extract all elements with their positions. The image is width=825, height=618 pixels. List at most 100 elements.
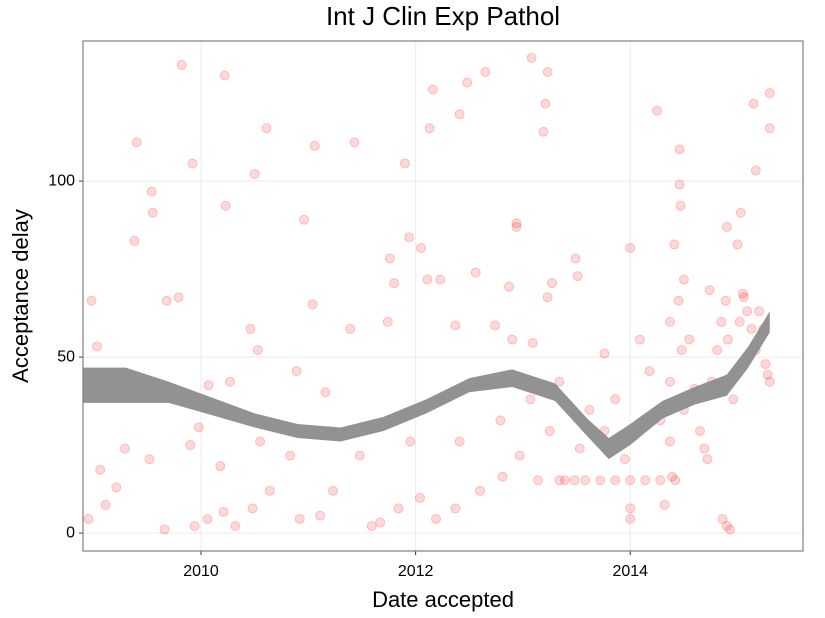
point	[721, 521, 732, 532]
point	[424, 123, 435, 134]
point	[526, 52, 537, 63]
point	[712, 345, 723, 356]
plot-border	[82, 40, 804, 552]
point	[525, 394, 536, 405]
point	[193, 422, 204, 433]
point	[146, 186, 157, 197]
point	[315, 510, 326, 521]
point	[737, 288, 748, 299]
point	[511, 218, 522, 229]
point	[144, 454, 155, 465]
point	[454, 109, 465, 120]
point	[619, 454, 630, 465]
point	[462, 77, 473, 88]
point	[694, 425, 705, 436]
x-tick-label: 2012	[398, 563, 434, 580]
point	[675, 200, 686, 211]
point	[490, 320, 501, 331]
y-tick-label: 100	[48, 172, 75, 189]
point	[187, 158, 198, 169]
point	[245, 323, 256, 334]
point	[721, 221, 732, 232]
point	[119, 443, 130, 454]
chart-title: Int J Clin Exp Pathol	[326, 1, 560, 31]
point	[634, 334, 645, 345]
point	[416, 242, 427, 253]
point	[285, 450, 296, 461]
point	[129, 235, 140, 246]
point	[610, 475, 621, 486]
point	[728, 394, 739, 405]
point	[393, 503, 404, 514]
point	[644, 366, 655, 377]
point	[173, 292, 184, 303]
point	[570, 253, 581, 264]
point	[219, 70, 230, 81]
point	[511, 221, 522, 232]
point	[652, 105, 663, 116]
point	[345, 323, 356, 334]
point	[584, 404, 595, 415]
point	[527, 337, 538, 348]
point	[704, 285, 715, 296]
y-axis-title: Acceptance delay	[8, 209, 33, 383]
point	[674, 179, 685, 190]
point	[725, 524, 736, 535]
point	[699, 443, 710, 454]
point	[720, 295, 731, 306]
point	[450, 320, 461, 331]
point	[546, 278, 557, 289]
point	[264, 485, 275, 496]
point	[218, 506, 229, 517]
point	[100, 499, 111, 510]
point	[676, 345, 687, 356]
point	[669, 239, 680, 250]
point	[470, 267, 481, 278]
point	[625, 503, 636, 514]
point	[738, 292, 749, 303]
point	[475, 485, 486, 496]
point	[349, 137, 360, 148]
y-tick-label: 50	[57, 348, 75, 365]
point	[754, 306, 765, 317]
point	[760, 359, 771, 370]
point	[674, 144, 685, 155]
point	[667, 471, 678, 482]
point	[91, 341, 102, 352]
point	[748, 98, 759, 109]
point	[299, 214, 310, 225]
point	[399, 158, 410, 169]
point	[625, 475, 636, 486]
point	[215, 461, 226, 472]
point	[414, 492, 425, 503]
point	[480, 66, 491, 77]
point	[554, 475, 565, 486]
point	[147, 207, 158, 218]
point	[599, 348, 610, 359]
point	[159, 524, 170, 535]
point	[454, 436, 465, 447]
point	[86, 295, 97, 306]
point	[354, 450, 365, 461]
point	[670, 475, 681, 486]
point	[261, 123, 272, 134]
point	[202, 513, 213, 524]
point	[83, 513, 94, 524]
point	[540, 98, 551, 109]
point	[366, 521, 377, 532]
point	[375, 517, 386, 528]
point	[384, 253, 395, 264]
point	[422, 274, 433, 285]
point	[131, 137, 142, 148]
point	[495, 415, 506, 426]
point	[405, 436, 416, 447]
point	[389, 278, 400, 289]
point	[328, 485, 339, 496]
point	[249, 169, 260, 180]
point	[554, 376, 565, 387]
point	[746, 323, 757, 334]
point	[427, 84, 438, 95]
x-tick-label: 2014	[612, 563, 648, 580]
point	[559, 475, 570, 486]
point	[673, 295, 684, 306]
